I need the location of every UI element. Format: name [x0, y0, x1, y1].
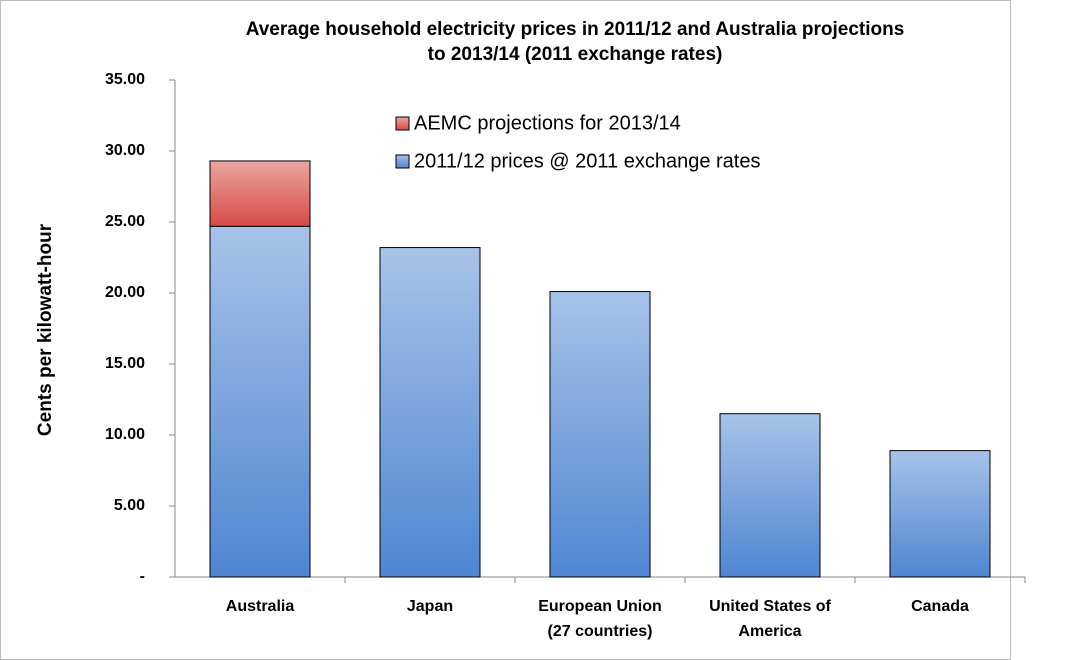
y-axis-label: Cents per kilowatt-hour [35, 223, 56, 436]
legend-swatch [395, 116, 410, 131]
y-tick-label: - [140, 568, 145, 585]
bar [889, 450, 991, 578]
y-tick-label: 35.00 [105, 71, 145, 88]
bar [209, 160, 311, 227]
x-tick-label: America [738, 623, 801, 640]
chart-border [0, 0, 1011, 660]
bar [379, 247, 481, 578]
x-tick-label: (27 countries) [548, 623, 653, 640]
legend-swatch [395, 154, 410, 169]
x-tick-label: United States of [709, 598, 831, 615]
x-tick-label: European Union [538, 598, 662, 615]
y-tick-label: 20.00 [105, 284, 145, 301]
y-tick-label: 10.00 [105, 426, 145, 443]
y-tick-label: 15.00 [105, 355, 145, 372]
x-tick-label: Australia [226, 598, 295, 615]
legend-label: AEMC projections for 2013/14 [414, 112, 681, 134]
bar [549, 291, 651, 578]
y-tick-label: 30.00 [105, 142, 145, 159]
bar [209, 225, 311, 578]
chart-title: to 2013/14 (2011 exchange rates) [428, 44, 723, 65]
legend-label: 2011/12 prices @ 2011 exchange rates [414, 150, 760, 172]
y-tick-label: 5.00 [114, 497, 145, 514]
chart-title: Average household electricity prices in … [246, 19, 905, 40]
x-tick-label: Canada [911, 598, 969, 615]
x-tick-label: Japan [407, 598, 453, 615]
bar [719, 413, 821, 578]
y-tick-label: 25.00 [105, 213, 145, 230]
